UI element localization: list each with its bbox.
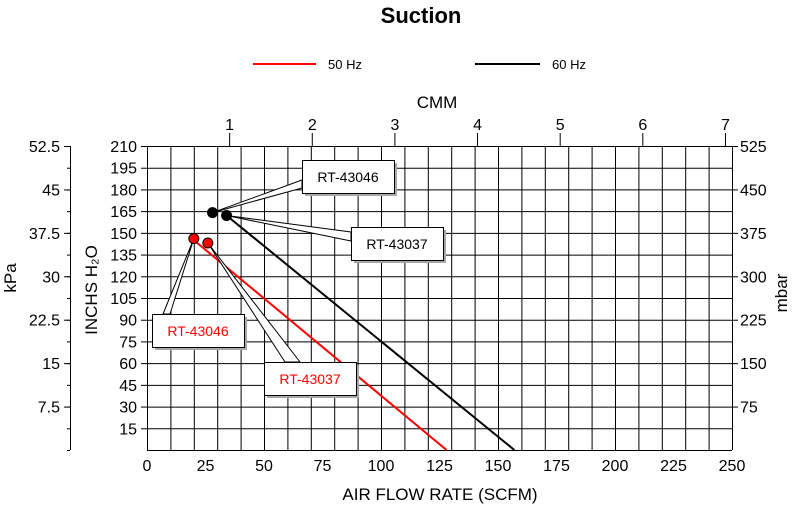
mbar-tick-label: 525 (740, 139, 767, 156)
chart-title: Suction (381, 3, 462, 28)
y-tick-label: 30 (119, 400, 137, 417)
legend: 50 Hz 60 Hz (253, 57, 586, 72)
callout-box (302, 160, 395, 194)
x-tick-label: 150 (485, 458, 512, 475)
kpa-axis-title: kPa (1, 263, 20, 293)
marker-point (207, 207, 219, 219)
x-tick-label: 200 (602, 458, 629, 475)
callout-box (351, 227, 444, 261)
x-tick-label: 175 (543, 458, 570, 475)
x-tick-label: 225 (660, 458, 687, 475)
x-tick-label: 50 (255, 458, 273, 475)
x-tick-label: 75 (314, 458, 332, 475)
cmm-tick-label: 6 (638, 117, 647, 134)
grid (147, 146, 733, 451)
kpa-tick-label: 22.5 (29, 313, 60, 330)
kpa-tick-label: 52.5 (29, 139, 60, 156)
mbar-tick-label: 375 (740, 226, 767, 243)
cmm-tick-label: 5 (556, 117, 565, 134)
callout-box (152, 314, 245, 348)
callout-pointer (212, 179, 303, 214)
x-tick-label: 0 (143, 458, 152, 475)
y-tick-label: 75 (119, 334, 137, 351)
y-tick-label: 45 (119, 378, 137, 395)
mbar-tick-label: 225 (740, 313, 767, 330)
kpa-tick-label: 15 (42, 356, 60, 373)
x-axis-title: AIR FLOW RATE (SCFM) (342, 485, 537, 504)
x-tick-label: 250 (719, 458, 746, 475)
cmm-axis-title: CMM (417, 93, 458, 112)
series-lines (193, 214, 516, 451)
cmm-tick-label: 3 (390, 117, 399, 134)
kpa-tick-label: 7.5 (38, 400, 60, 417)
y-axis-title: INCHS H₂O (82, 245, 101, 335)
callouts: RT-43046 RT-43037 RT-43046 RT-43037 (152, 160, 446, 398)
y-tick-label: 60 (119, 356, 137, 373)
callout-box (264, 362, 357, 396)
marker-point (188, 233, 200, 245)
kpa-tick-label: 37.5 (29, 226, 60, 243)
x-tick-label: 100 (368, 458, 395, 475)
series-line-50hz (193, 239, 448, 451)
kpa-tick-label: 45 (42, 182, 60, 199)
markers (188, 207, 233, 249)
y-tick-label: 105 (110, 291, 137, 308)
callout-label: RT-43046 (167, 323, 228, 339)
callout-pointer (226, 214, 352, 242)
series-line-60hz (225, 214, 516, 451)
cmm-tick-label: 4 (473, 117, 482, 134)
cmm-tick-label: 7 (721, 117, 730, 134)
mbar-tick-label: 150 (740, 356, 767, 373)
mbar-tick-label: 450 (740, 182, 767, 199)
kpa-tick-label: 30 (42, 269, 60, 286)
mbar-tick-label: 300 (740, 269, 767, 286)
mbar-tick-label: 75 (740, 400, 758, 417)
x-tick-label: 125 (426, 458, 453, 475)
y-tick-label: 210 (110, 139, 137, 156)
y-tick-label: 150 (110, 226, 137, 243)
y-tick-label: 165 (110, 204, 137, 221)
y-tick-label: 120 (110, 269, 137, 286)
legend-label-60hz: 60 Hz (552, 57, 586, 72)
y-tick-label: 195 (110, 161, 137, 178)
callout-label: RT-43046 (317, 169, 378, 185)
y-tick-label: 15 (119, 421, 137, 438)
cmm-tick-label: 1 (225, 117, 234, 134)
callout-label: RT-43037 (366, 236, 427, 252)
cmm-tick-label: 2 (308, 117, 317, 134)
x-tick-label: 25 (197, 458, 215, 475)
marker-point (221, 209, 233, 221)
y-tick-label: 135 (110, 248, 137, 265)
legend-label-50hz: 50 Hz (328, 57, 362, 72)
y-tick-label: 90 (119, 313, 137, 330)
marker-point (202, 237, 214, 249)
y-tick-label: 180 (110, 182, 137, 199)
mbar-axis-title: mbar (772, 273, 791, 312)
callout-label: RT-43037 (279, 371, 340, 387)
